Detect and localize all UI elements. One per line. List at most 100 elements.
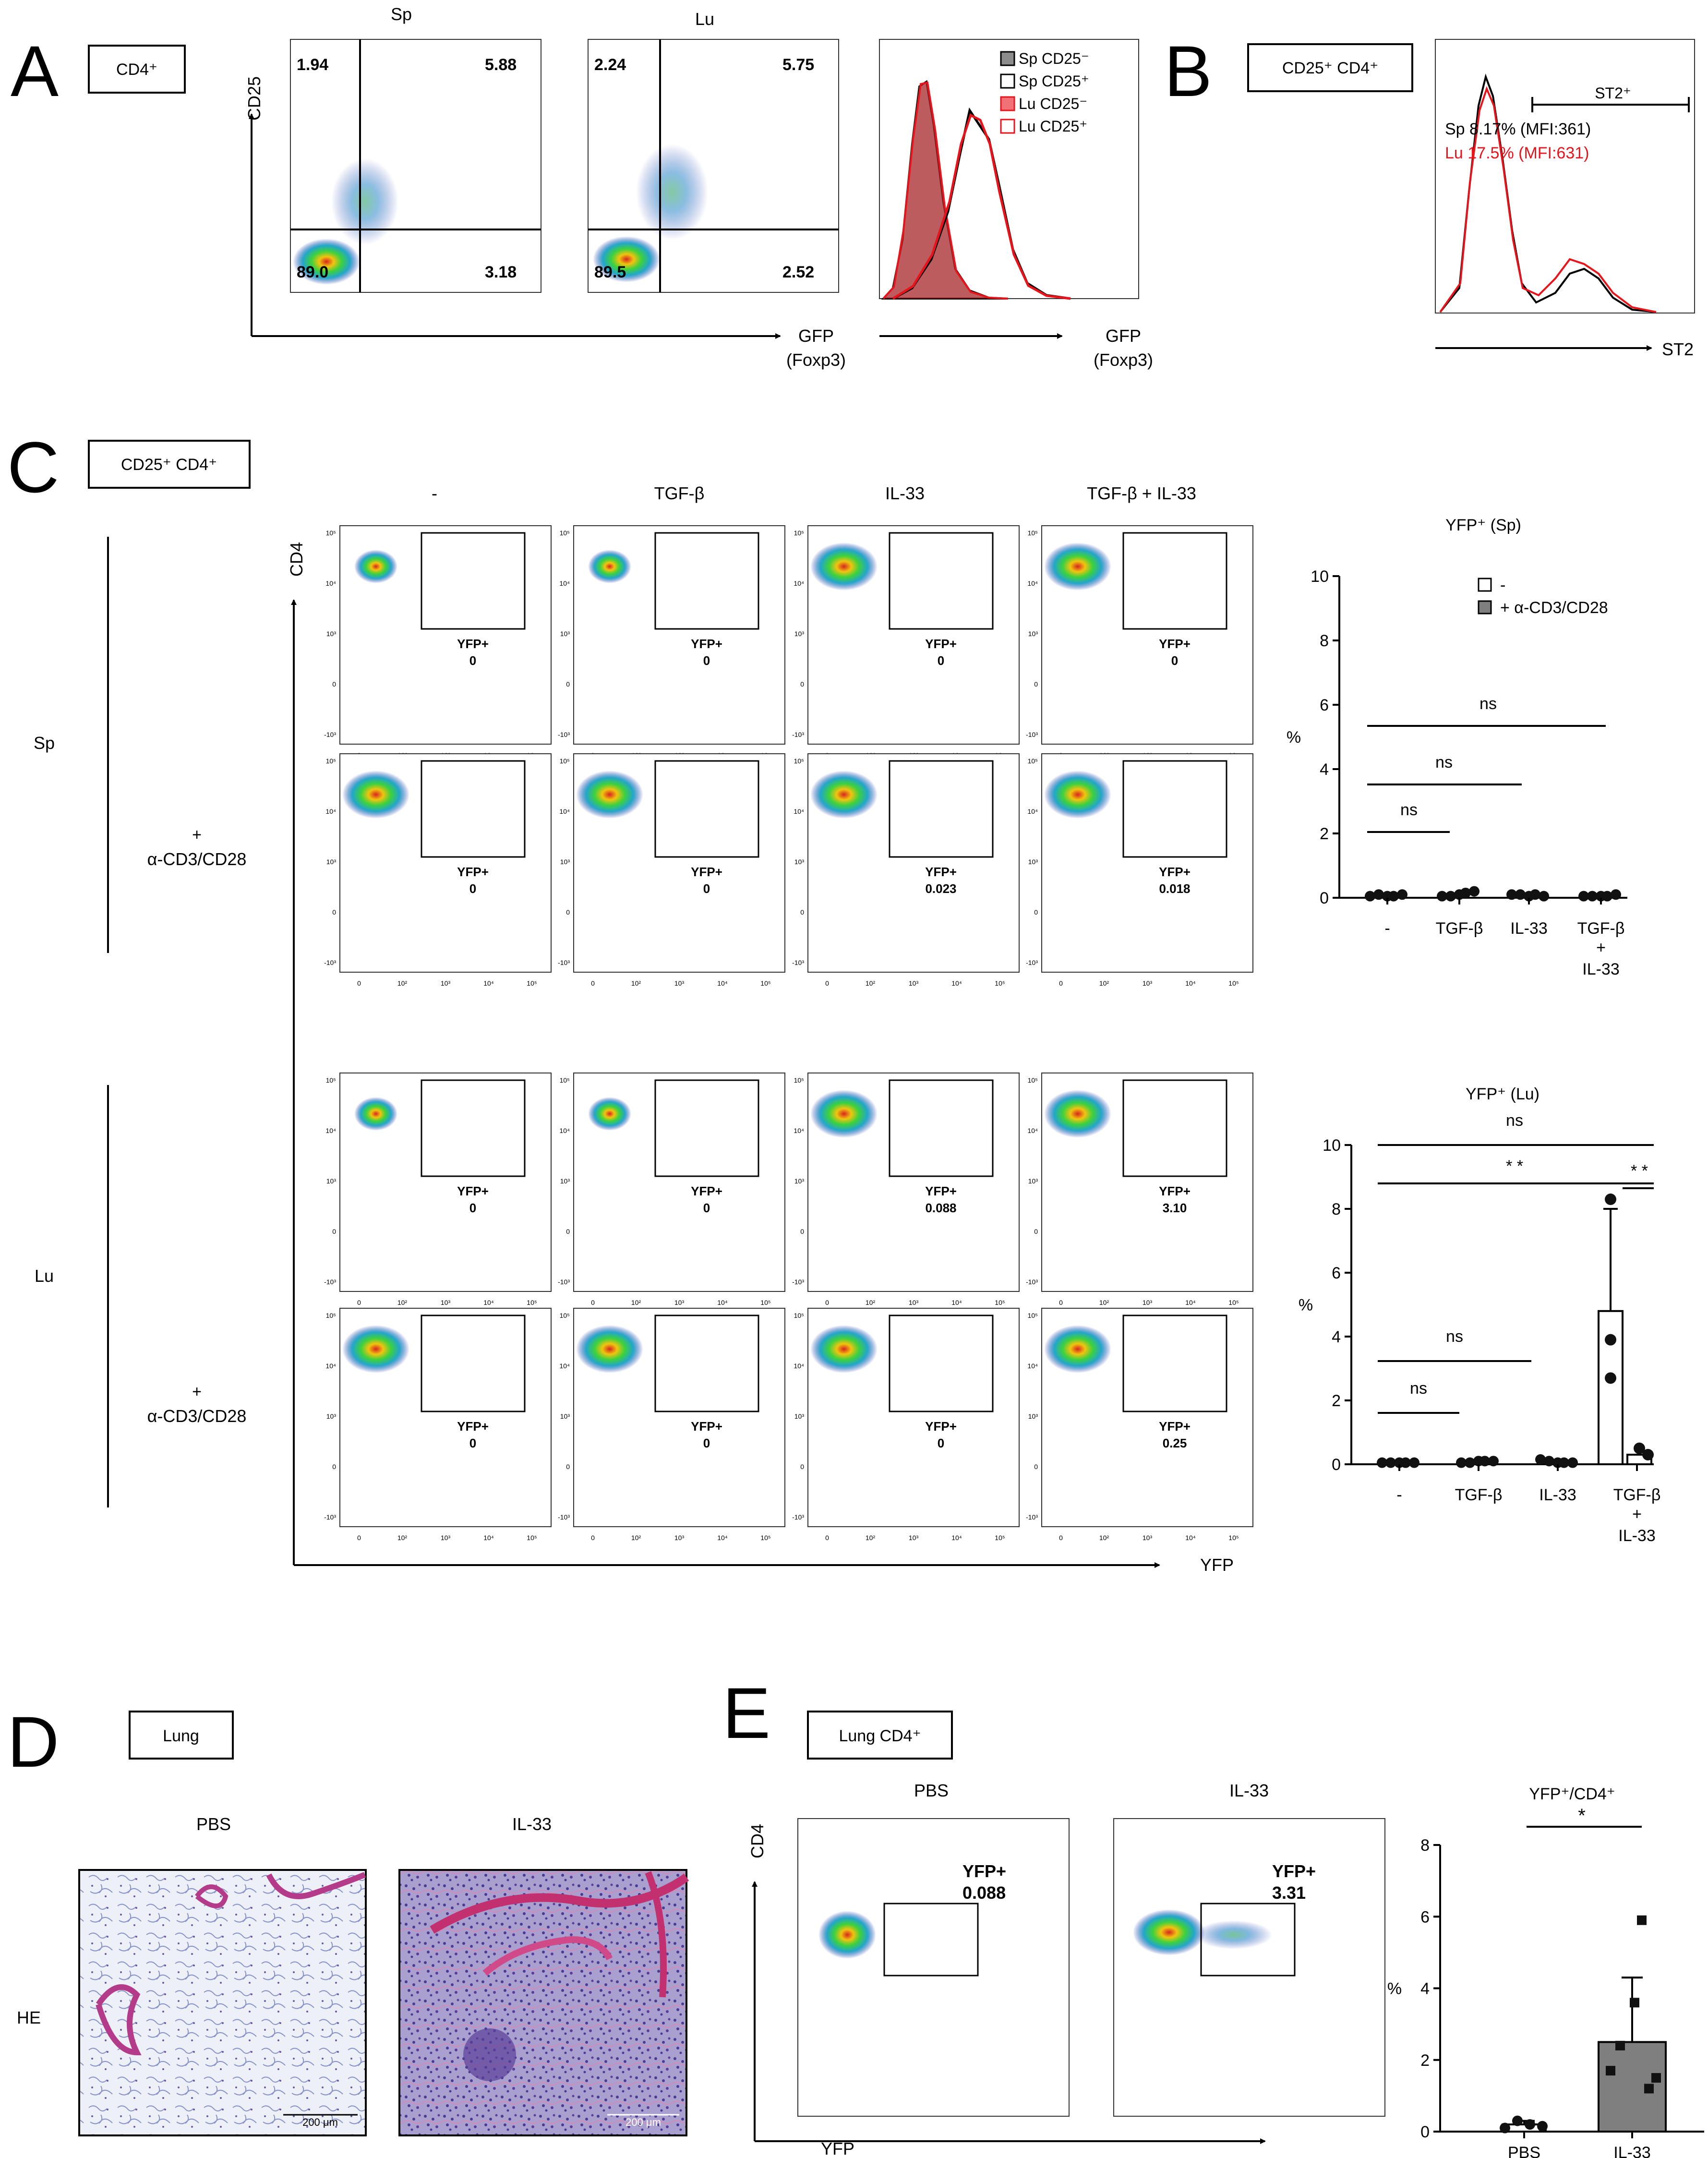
x-tick-label: 10³ bbox=[674, 1299, 685, 1306]
legend-swatch-unstim bbox=[1478, 578, 1492, 592]
panel-e-box-label: Lung CD4⁺ bbox=[839, 1727, 921, 1745]
x-tick-label: 0 bbox=[825, 1534, 829, 1542]
y-tick-label: 10⁴ bbox=[559, 808, 570, 815]
yfp-gate-label: YFP+ bbox=[691, 1184, 722, 1198]
data-point bbox=[1605, 1334, 1616, 1346]
yfp-gate-label: YFP+ bbox=[1159, 1419, 1191, 1434]
y-tick-label: 10⁵ bbox=[326, 757, 336, 765]
x-tick-label: 10⁴ bbox=[1185, 1299, 1196, 1306]
x-tick-label: + bbox=[1632, 1505, 1642, 1523]
x-tick-label: IL-33 bbox=[1618, 1527, 1656, 1545]
y-tick-label: 4 bbox=[1420, 1980, 1430, 1998]
yfp-gate-value: 0.088 bbox=[925, 1201, 956, 1215]
x-tick-label: 10³ bbox=[909, 1534, 919, 1542]
y-tick-label: 10³ bbox=[794, 1177, 805, 1185]
lu-q4: 2.52 bbox=[782, 263, 814, 281]
data-point bbox=[1611, 889, 1621, 900]
e-gate-pbs: YFP+ bbox=[962, 1861, 1006, 1881]
y-tick-label: 0 bbox=[566, 680, 570, 688]
x-tick-label: PBS bbox=[1508, 2144, 1540, 2158]
yfp-gate-value: 0 bbox=[938, 1436, 944, 1450]
flow-plot-r3-c3: YFP+ 0.25 0 10² 10³ 10⁴ 10⁵ 10⁵ 10⁴ 10³ 0 -10³ bbox=[1026, 1308, 1253, 1542]
yfp-gate bbox=[654, 1079, 759, 1177]
yfp-gate-value: 0 bbox=[469, 653, 476, 668]
stim-plus-sp: + bbox=[192, 826, 202, 844]
y-tick-label: 10³ bbox=[326, 1412, 337, 1420]
y-tick-label: 10 bbox=[1311, 567, 1329, 586]
y-tick-label: 2 bbox=[1420, 2051, 1430, 2070]
y-tick-label: 10⁵ bbox=[794, 529, 804, 537]
y-tick-label: 10 bbox=[1323, 1136, 1341, 1155]
y-tick-label: 10⁴ bbox=[1027, 579, 1038, 587]
flow-density bbox=[588, 1097, 631, 1131]
e-col-pbs: PBS bbox=[914, 1781, 949, 1800]
y-tick-label: 10³ bbox=[794, 630, 805, 638]
y-tick-label: 6 bbox=[1420, 1908, 1430, 1926]
y-tick-label: 4 bbox=[1320, 760, 1329, 779]
y-tick-label: 10⁵ bbox=[1028, 1076, 1038, 1084]
yfp-gate-label: YFP+ bbox=[925, 1419, 957, 1434]
x-tick-label: 10⁴ bbox=[483, 1534, 494, 1542]
y-tick-label: 0 bbox=[1034, 1228, 1038, 1235]
y-tick-label: 10³ bbox=[794, 858, 805, 866]
data-point bbox=[1465, 1457, 1475, 1468]
x-tick-label: 10⁴ bbox=[483, 1299, 494, 1306]
x-tick-label: 10⁵ bbox=[527, 1299, 537, 1306]
sig-label: * * bbox=[1506, 1157, 1523, 1175]
x-tick-label: TGF-β bbox=[1455, 1486, 1503, 1504]
x-tick-label: TGF-β bbox=[1436, 919, 1483, 938]
data-point bbox=[1409, 1457, 1419, 1468]
data-point bbox=[1606, 2066, 1615, 2076]
data-point bbox=[1437, 891, 1447, 902]
y-tick-label: 10⁴ bbox=[1027, 1127, 1038, 1134]
panel-c-box bbox=[88, 440, 251, 489]
y-tick-label: 10⁵ bbox=[794, 757, 804, 765]
d-col-pbs: PBS bbox=[196, 1814, 231, 1834]
x-tick-label: 10⁴ bbox=[951, 1299, 962, 1306]
x-tick-label: 10⁴ bbox=[717, 979, 728, 987]
plot-title-sp: Sp bbox=[391, 4, 412, 24]
lu-quadrant-plot: 2.24 5.75 89.5 2.52 bbox=[588, 39, 839, 293]
data-point bbox=[1469, 886, 1479, 897]
flow-density bbox=[810, 1090, 878, 1138]
flow-plot-r2-c3: YFP+ 3.10 0 10² 10³ 10⁴ 10⁵ 10⁵ 10⁴ 10³ 0 -10³ bbox=[1026, 1073, 1253, 1306]
y-tick-label: 10⁴ bbox=[325, 579, 336, 587]
histology-il33: 200 μm bbox=[398, 1869, 689, 2136]
data-point bbox=[1530, 889, 1540, 900]
x-tick-label: 10⁵ bbox=[527, 1534, 537, 1542]
yfp-gate-value: 0.018 bbox=[1159, 881, 1190, 896]
x-tick-label: 10³ bbox=[909, 1299, 919, 1306]
y-tick-label: 0 bbox=[1034, 908, 1038, 916]
panel-a-box bbox=[88, 45, 186, 94]
x-tick-label: 10⁵ bbox=[1228, 1299, 1239, 1306]
x-tick-label: 10⁵ bbox=[1228, 1534, 1239, 1542]
x-tick-label: 0 bbox=[1059, 1299, 1063, 1306]
panel-d-letter: D bbox=[7, 1701, 59, 1782]
x-tick-label: 10⁴ bbox=[717, 1534, 728, 1542]
yfp-gate-label: YFP+ bbox=[1159, 637, 1191, 651]
gfp-axis-sub: (Foxp3) bbox=[786, 350, 846, 370]
bar-unstim-tgfb-il33 bbox=[1598, 1310, 1624, 1466]
y-tick-label: 10⁴ bbox=[559, 1127, 570, 1134]
yfp-gate bbox=[421, 1314, 526, 1412]
y-tick-label: 10³ bbox=[1028, 1412, 1038, 1420]
legend-label-stim: + α-CD3/CD28 bbox=[1500, 599, 1608, 617]
panel-b-box-label: CD25⁺ CD4⁺ bbox=[1282, 59, 1378, 77]
x-tick-label: 10³ bbox=[674, 1534, 685, 1542]
x-tick-label: 10⁵ bbox=[995, 979, 1005, 987]
x-tick-label: 0 bbox=[1059, 1534, 1063, 1542]
chart-title: YFP⁺ (Lu) bbox=[1466, 1085, 1540, 1103]
y-tick-label: -10³ bbox=[1026, 731, 1038, 738]
yfp-gate-value: 0 bbox=[703, 1201, 710, 1215]
x-tick-label: 0 bbox=[591, 1299, 595, 1306]
yfp-gate-label: YFP+ bbox=[457, 865, 489, 879]
x-tick-label: 10⁴ bbox=[483, 979, 494, 987]
x-tick-label: 10⁵ bbox=[527, 979, 537, 987]
y-tick-label: 0 bbox=[332, 1228, 336, 1235]
flow-plot-grid: YFP+ 0 0 10² 10³ 10⁴ 10⁵ 10⁵ 10⁴ 10³ 0 -10³ YFP+ 0 0 10… bbox=[324, 525, 1253, 1542]
sp-quadrant-plot: 1.94 5.88 89.0 3.18 bbox=[290, 39, 541, 293]
col-label-il33: IL-33 bbox=[885, 483, 925, 503]
panel-b-box bbox=[1247, 43, 1413, 92]
